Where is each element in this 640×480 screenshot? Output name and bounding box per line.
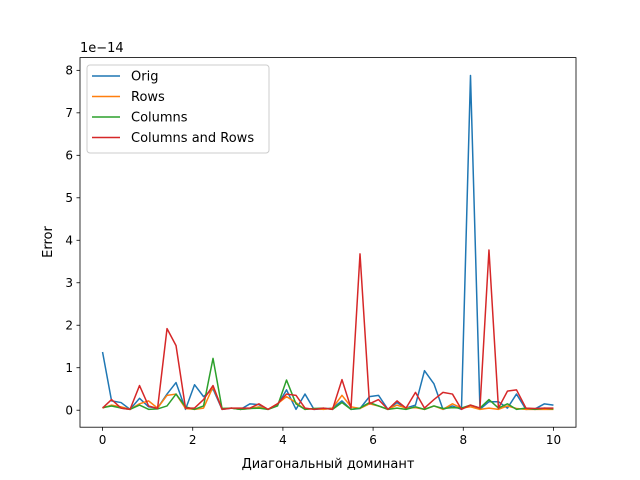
legend-label: Columns and Rows: [131, 131, 254, 146]
y-tick-label: 5: [65, 191, 73, 205]
y-tick-label: 4: [65, 234, 73, 248]
x-axis-ticks: 0 2 4 6 8 10: [99, 427, 561, 447]
x-tick-label: 10: [546, 433, 561, 447]
y-tick-label: 1: [65, 361, 73, 375]
y-tick-label: 8: [65, 64, 73, 78]
x-tick-label: 2: [189, 433, 197, 447]
x-tick-label: 6: [369, 433, 377, 447]
series-line-4: [102, 249, 554, 411]
y-axis-offset-label: 1e−14: [80, 41, 124, 56]
y-tick-label: 3: [65, 276, 73, 290]
x-axis-label: Диагональный доминант: [242, 457, 415, 472]
x-tick-label: 4: [279, 433, 287, 447]
x-tick-label: 8: [459, 433, 467, 447]
y-tick-label: 6: [65, 149, 73, 163]
y-tick-label: 2: [65, 319, 73, 333]
legend-frame: [86, 64, 270, 154]
y-axis-label: Error: [41, 226, 56, 258]
y-tick-label: 0: [65, 404, 73, 418]
y-tick-label: 7: [65, 106, 73, 120]
legend-label: Rows: [131, 90, 165, 105]
legend-label: Columns: [131, 111, 188, 126]
series-layer: [101, 74, 554, 411]
plot-frame: [79, 57, 577, 428]
y-axis-ticks: 0 1 2 3 4 5 6 7 8: [65, 64, 80, 418]
legend-label: Orig: [131, 70, 158, 85]
x-tick-label: 0: [99, 433, 107, 447]
legend: Orig Rows Columns Columns and Rows: [86, 64, 270, 154]
